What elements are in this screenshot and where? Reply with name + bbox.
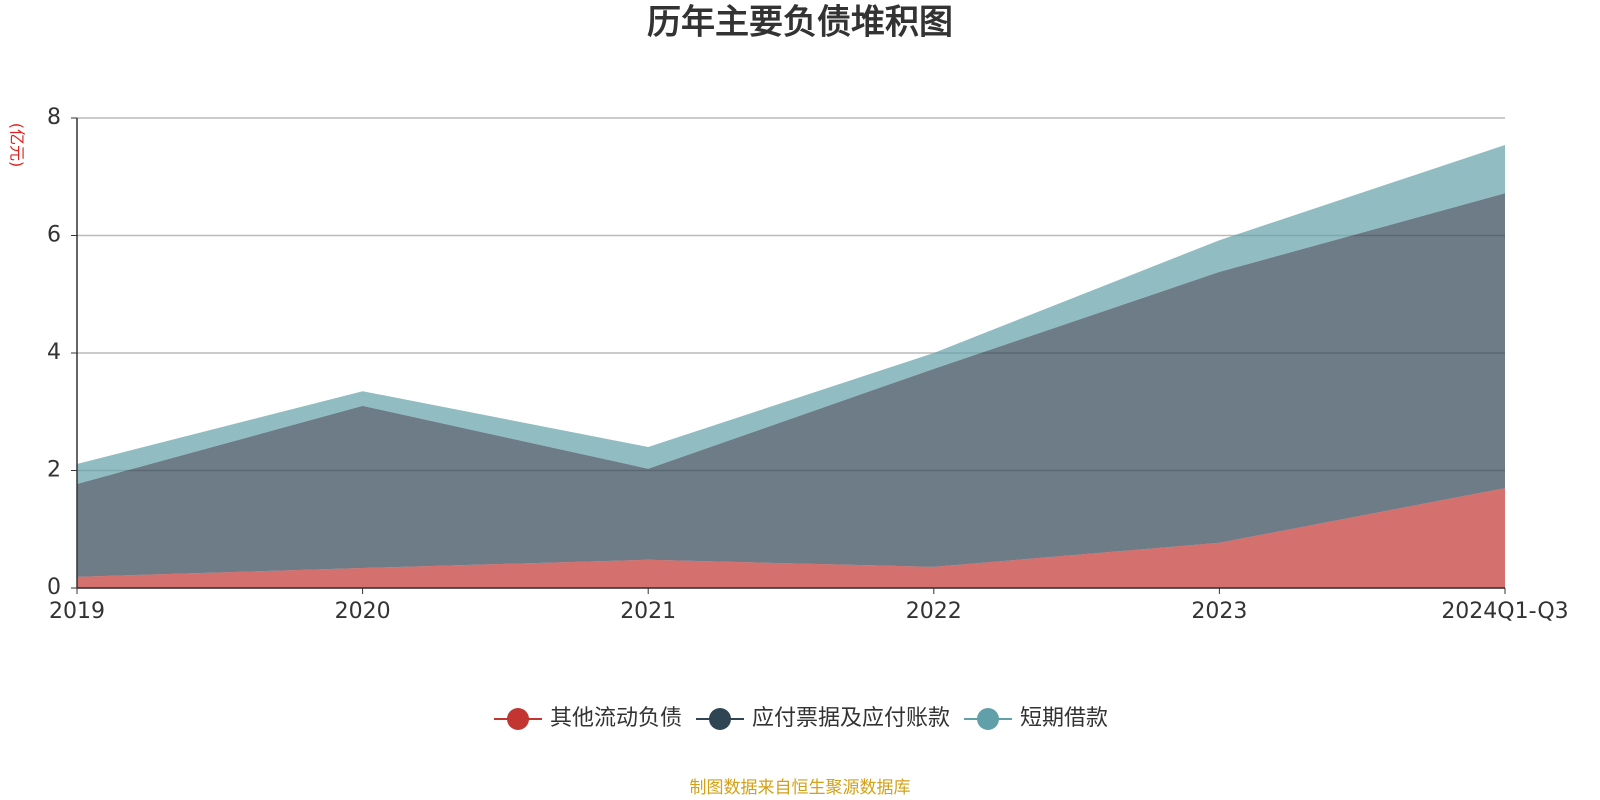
legend-marker	[507, 708, 529, 730]
y-tick-label: 2	[47, 458, 61, 483]
legend-label: 短期借款	[1020, 706, 1108, 731]
legend-label: 其他流动负债	[550, 706, 682, 731]
x-tick-label: 2019	[49, 599, 105, 624]
y-tick-label: 4	[47, 340, 61, 365]
y-tick-label: 0	[47, 575, 61, 600]
y-axis-label: (亿元)	[8, 123, 27, 168]
legend-item[interactable]: 应付票据及应付账款	[696, 706, 950, 731]
area	[77, 145, 1505, 485]
x-tick-label: 2022	[906, 599, 962, 624]
areas	[77, 145, 1505, 588]
x-tick-label: 2024Q1-Q3	[1441, 599, 1568, 624]
chart-title: 历年主要负债堆积图	[647, 3, 953, 43]
legend: 其他流动负债 应付票据及应付账款 短期借款	[494, 706, 1108, 731]
x-tick-label: 2020	[335, 599, 391, 624]
y-tick-label: 6	[47, 223, 61, 248]
y-tick-label: 8	[47, 105, 61, 130]
legend-label: 应付票据及应付账款	[752, 706, 950, 731]
area	[77, 193, 1505, 577]
source-note: 制图数据来自恒生聚源数据库	[690, 778, 911, 798]
x-tick-label: 2023	[1191, 599, 1247, 624]
legend-marker	[709, 708, 731, 730]
area	[77, 488, 1505, 588]
axes: 0 2 4 6 8 2019 2020 2021 2022 2023 2024Q1-Q3	[47, 105, 1569, 624]
legend-item[interactable]: 其他流动负债	[494, 706, 682, 731]
legend-marker	[977, 708, 999, 730]
x-tick-label: 2021	[620, 599, 676, 624]
legend-item[interactable]: 短期借款	[964, 706, 1108, 731]
